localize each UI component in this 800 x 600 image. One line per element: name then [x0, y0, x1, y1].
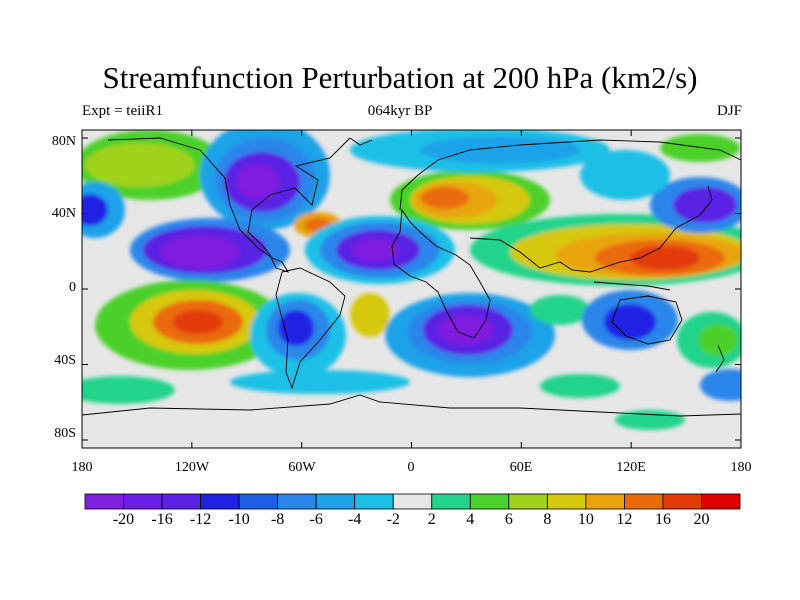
colorbar-swatch [469, 493, 510, 510]
colorbar-swatch [161, 493, 201, 510]
lat-label: 80S [54, 426, 76, 441]
lat-label: 40N [51, 206, 76, 221]
time-label: 064kyr BP [367, 103, 433, 119]
lon-label: 0 [407, 460, 415, 475]
colorbar-label: 8 [543, 511, 552, 528]
map-title: Streamfunction Perturbation at 200 hPa (… [102, 60, 698, 95]
contour-field [82, 130, 741, 448]
colorbar-swatch [277, 493, 317, 510]
colorbar-swatch [200, 493, 240, 510]
axis-ticks [81, 130, 742, 448]
colorbar-label: -10 [228, 511, 250, 528]
colorbar-label: -12 [189, 511, 212, 528]
lon-label: 60W [288, 460, 316, 475]
colorbar-swatch [392, 493, 433, 510]
colorbar-label: 2 [427, 511, 436, 528]
colorbar-swatch [354, 493, 394, 510]
experiment-label: Expt = teiiR1 [82, 103, 163, 119]
colorbar-swatch [315, 493, 356, 510]
colorbar-label: -2 [386, 511, 400, 528]
colorbar-label: -6 [309, 511, 323, 528]
colorbar-swatch [431, 493, 471, 510]
colorbar-label: 6 [504, 511, 513, 528]
colorbar-swatch [701, 493, 741, 510]
colorbar-label: -16 [151, 511, 173, 528]
colorbar-swatch [84, 493, 124, 510]
lon-label: 60E [509, 460, 533, 475]
lon-label: 180 [71, 460, 93, 475]
lon-label: 180 [730, 460, 752, 475]
season-label: DJF [716, 103, 742, 119]
colorbar-swatch [624, 493, 664, 510]
lat-label: 0 [69, 280, 76, 295]
lon-label: 120W [174, 460, 210, 475]
colorbar-swatch [546, 493, 587, 510]
colorbar-label: 12 [616, 511, 633, 528]
lon-label: 120E [616, 460, 646, 475]
colorbar-label: -4 [348, 511, 362, 528]
colorbar-swatch [123, 493, 163, 510]
colorbar-swatch [508, 493, 548, 510]
colorbar-label: 10 [577, 511, 594, 528]
coastlines [82, 137, 741, 417]
colorbar-label: -20 [112, 511, 135, 528]
colorbar-label: 16 [654, 511, 671, 528]
colorbar-label: 20 [693, 511, 710, 528]
colorbar-label: -8 [270, 511, 285, 528]
lat-label: 80N [51, 134, 76, 149]
colorbar [84, 493, 741, 510]
lat-label: 40S [54, 353, 76, 368]
colorbar-swatch [662, 493, 702, 510]
colorbar-swatch [238, 493, 279, 510]
colorbar-swatch [585, 493, 625, 510]
colorbar-label: 4 [466, 511, 475, 528]
